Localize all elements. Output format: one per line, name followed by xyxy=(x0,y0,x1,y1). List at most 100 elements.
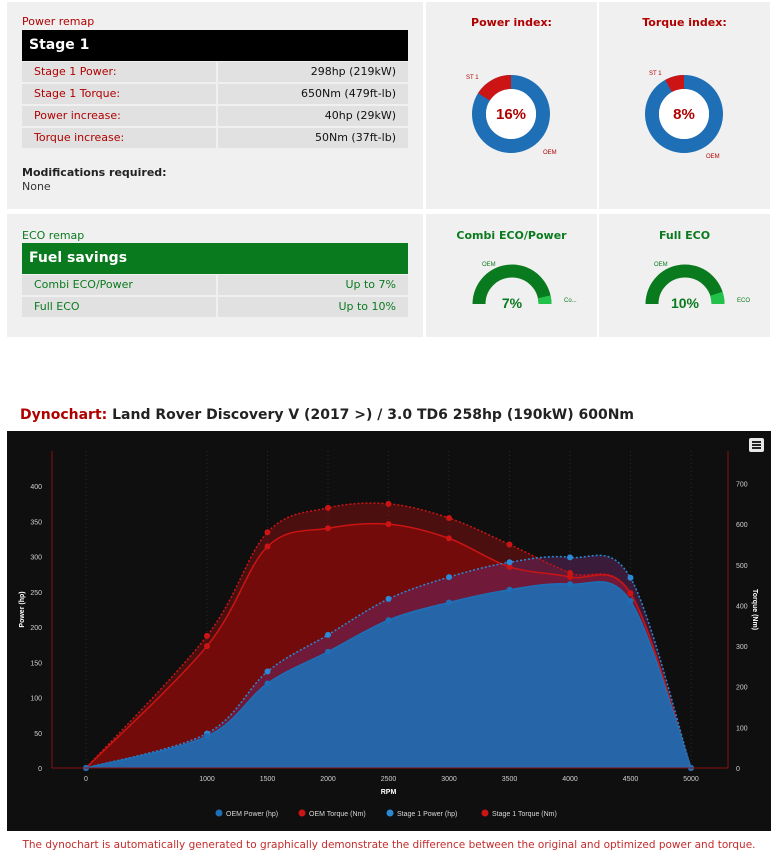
power-index-value: 16% xyxy=(496,106,526,123)
gauge-oem-arc xyxy=(472,264,552,305)
combi-gauge-value: 7% xyxy=(502,295,523,311)
fulleco-gauge-title: Full ECO xyxy=(658,229,711,242)
x-tick-label: 1000 xyxy=(199,776,215,783)
data-point xyxy=(446,574,452,581)
dyno-axes: 0 1000 1500 2000 2500 3000 3500 4000 4500 5000050… xyxy=(19,451,758,796)
y-left-tick-label: 400 xyxy=(30,484,42,491)
data-point xyxy=(264,680,271,687)
spec-label: Stage 1 Torque: xyxy=(22,84,216,104)
dynochart-svg: 0 1000 1500 2000 2500 3000 3500 4000 4500 5000050… xyxy=(19,438,764,818)
spec-row: Stage 1 Torque: 650Nm (479ft-lb) xyxy=(22,84,408,104)
legend-label: Stage 1 Torque (Nm) xyxy=(492,811,557,818)
data-point xyxy=(204,632,210,639)
x-tick-label: 1500 xyxy=(260,776,276,783)
data-point xyxy=(264,543,271,550)
power-index-title: Power index: xyxy=(471,16,552,29)
dynochart-vehicle: Land Rover Discovery V (2017 >) / 3.0 TD… xyxy=(112,407,635,423)
data-point xyxy=(567,573,573,580)
dynochart: 0 1000 1500 2000 2500 3000 3500 4000 4500 5000 0 50… xyxy=(7,431,771,831)
eco-remap-label: ECO remap xyxy=(22,229,85,242)
torque-index-title: Torque index: xyxy=(642,16,727,29)
combi-gauge-arc xyxy=(472,264,552,305)
x-tick-label: 2000 xyxy=(320,776,336,783)
x-tick-label: 4500 xyxy=(623,776,639,783)
eco-value: Up to 10% xyxy=(218,297,408,317)
gauge-eco-arc xyxy=(537,295,552,305)
y-right-tick-label: 500 xyxy=(736,563,748,570)
data-point xyxy=(264,529,271,536)
x-tick-label: 3500 xyxy=(502,776,518,783)
donut-center xyxy=(659,89,709,139)
x-tick-label: 3000 xyxy=(441,776,457,783)
y-left-tick-label: 200 xyxy=(30,625,42,632)
y-right-axis-title: Torque (Nm) xyxy=(751,589,758,630)
fuel-savings-title: Fuel savings xyxy=(22,243,408,274)
y-left-tick-label: 350 xyxy=(30,519,42,526)
fulleco-gauge: 10% OEM ECO xyxy=(645,262,750,311)
data-point xyxy=(567,581,573,588)
data-point xyxy=(385,500,392,507)
y-left-axis-title: Power (hp) xyxy=(19,591,26,627)
fulleco-mode-label: ECO xyxy=(737,298,750,304)
y-left-tick-label: 0 xyxy=(38,766,42,773)
spec-row: Stage 1 Power: 298hp (219kW) xyxy=(22,62,408,82)
data-point xyxy=(506,541,513,548)
legend-marker xyxy=(386,809,394,817)
torque-index-panel: Torque index: 8% ST 1 OEM xyxy=(599,2,770,209)
legend-marker xyxy=(215,809,223,817)
series-line xyxy=(85,581,692,769)
dyno-areas xyxy=(86,503,691,768)
y-right-tick-label: 0 xyxy=(736,766,740,773)
hamburger-menu-icon[interactable] xyxy=(749,438,764,452)
spec-row: Torque increase: 50Nm (37ft-lb) xyxy=(22,128,408,148)
spec-value: 40hp (29kW) xyxy=(218,106,408,126)
y-right-tick-label: 400 xyxy=(736,603,748,610)
data-point xyxy=(446,535,452,542)
y-left-tick-label: 250 xyxy=(30,590,42,597)
spec-value: 650Nm (479ft-lb) xyxy=(218,84,408,104)
eco-label: Full ECO xyxy=(22,297,216,317)
eco-row: Combi ECO/Power Up to 7% xyxy=(22,275,408,295)
power-remap-label: Power remap xyxy=(22,15,95,28)
series-area xyxy=(86,581,691,768)
data-point xyxy=(385,595,392,602)
data-point xyxy=(567,554,573,561)
fulleco-gauge-arc xyxy=(645,264,725,305)
data-point xyxy=(325,631,331,638)
y-right-tick-label: 200 xyxy=(736,685,748,692)
dynochart-heading: Dynochart: Land Rover Discovery V (2017 … xyxy=(20,407,634,423)
x-tick-label: 4000 xyxy=(562,776,578,783)
combi-oem-label: OEM xyxy=(482,262,496,268)
data-point xyxy=(264,668,271,675)
data-point xyxy=(627,598,634,605)
combi-gauge: 7% OEM Co... xyxy=(472,262,577,311)
torque-oem-label: OEM xyxy=(706,154,720,160)
gauge-eco-arc xyxy=(710,291,725,305)
series-line xyxy=(85,522,692,769)
y-right-tick-label: 600 xyxy=(736,522,748,529)
power-donut-chart xyxy=(472,75,550,153)
eco-row: Full ECO Up to 10% xyxy=(22,297,408,317)
power-remap-panel: Power remap Stage 1 Stage 1 Power: 298hp… xyxy=(7,2,423,209)
torque-donut-chart xyxy=(645,75,723,153)
y-right-tick-label: 300 xyxy=(736,644,748,651)
data-point xyxy=(385,521,392,528)
legend-label: OEM Torque (Nm) xyxy=(309,811,366,818)
spec-label: Power increase: xyxy=(22,106,216,126)
data-point xyxy=(325,525,331,532)
spec-value: 298hp (219kW) xyxy=(218,62,408,82)
data-point xyxy=(446,515,452,522)
eco-label: Combi ECO/Power xyxy=(22,275,216,295)
combi-gauge-title: Combi ECO/Power xyxy=(456,229,567,242)
torque-stage-label: ST 1 xyxy=(649,71,662,77)
fulleco-oem-label: OEM xyxy=(654,262,668,268)
data-point xyxy=(325,648,331,655)
data-point xyxy=(385,617,392,624)
dynochart-footnote: The dynochart is automatically generated… xyxy=(22,839,756,851)
dyno-lines xyxy=(85,502,692,769)
data-point xyxy=(506,563,513,570)
legend-marker xyxy=(298,809,306,817)
spec-label: Torque increase: xyxy=(22,128,216,148)
donut-stage-segment xyxy=(665,75,685,93)
power-index-donut: 16% ST 1 OEM xyxy=(466,75,557,156)
